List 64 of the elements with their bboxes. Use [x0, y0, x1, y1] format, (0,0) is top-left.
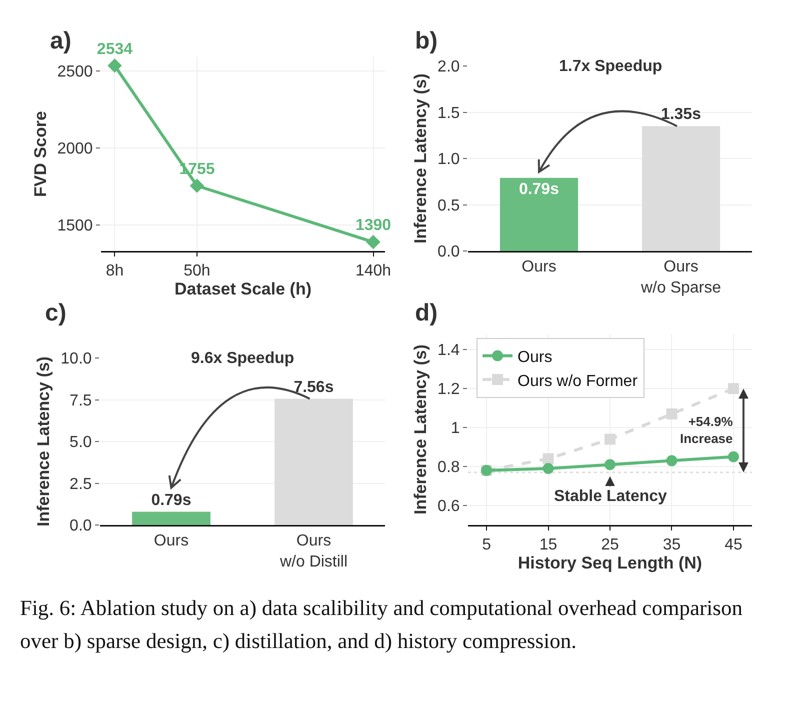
point: [604, 459, 616, 470]
x-tick-label: 8h: [106, 262, 124, 280]
annotation: Stable Latency: [554, 488, 668, 505]
x-axis-title: Dataset Scale (h): [174, 280, 312, 299]
data-label: 2534: [96, 40, 133, 58]
point: [728, 451, 739, 462]
point: [666, 455, 678, 466]
x-tick-label: Ours w/o Sparse: [640, 258, 722, 296]
x-tick-label: 5: [482, 536, 492, 554]
legend-label: Ours w/o Former: [518, 372, 638, 390]
legend-label: Ours: [518, 348, 552, 366]
caption: Fig. 6: Ablation study on a) data scalibility and computational overhead comparison over b) sparse design, c) distillation, and d) history compression.: [20, 595, 744, 655]
data-label: 1.35s: [660, 106, 702, 124]
y-tick-label: 2000: [57, 140, 93, 158]
y-tick-label: 10.0: [60, 350, 92, 368]
y-tick-label: 5.0: [70, 434, 92, 452]
annotation: 1.7x Speedup: [559, 58, 662, 75]
data-label: 0.79s: [518, 180, 560, 198]
y-tick-label: 0.5: [438, 197, 460, 214]
y-tick-label: 7.5: [70, 392, 92, 410]
y-tick-label: 1.0: [438, 151, 460, 168]
chart-title: c): [45, 299, 66, 326]
y-tick-label: 0.0: [438, 244, 460, 261]
y-tick-label: 2.5: [70, 476, 92, 493]
x-tick-label: 35: [662, 536, 681, 554]
x-tick-label: Ours: [154, 532, 189, 550]
y-tick-label: 0.0: [70, 518, 92, 535]
point: [108, 58, 122, 73]
y-tick-label: 0.6: [438, 498, 460, 516]
y-tick-label: 0.8: [438, 459, 460, 476]
annotation: +54.9% Increase: [680, 414, 734, 446]
y-tick-label: 1.2: [438, 381, 460, 398]
data-label: 1390: [355, 217, 392, 234]
x-tick-label: Ours: [522, 258, 556, 276]
y-axis-title: Inference Latency (s): [411, 73, 430, 244]
y-axis-title: FVD Score: [30, 111, 50, 197]
x-axis-title: History Seq Length (N): [518, 554, 702, 573]
data-label: 0.79s: [151, 492, 192, 509]
y-tick-label: 1: [450, 420, 460, 438]
point: [604, 434, 616, 445]
y-tick-label: 1500: [57, 218, 93, 235]
x-tick-label: 25: [601, 536, 619, 554]
x-tick-label: 50h: [184, 262, 210, 280]
y-tick-label: 1.5: [438, 104, 460, 122]
y-tick-label: 1.4: [438, 342, 460, 360]
point: [366, 234, 380, 250]
point: [542, 462, 554, 474]
x-tick-label: Ours w/o Distill: [278, 532, 348, 570]
y-tick-label: 2500: [57, 63, 93, 80]
point: [542, 453, 554, 464]
data-label: 7.56s: [294, 378, 334, 396]
chart-title: d): [415, 299, 438, 326]
y-axis-title: Inference Latency (s): [34, 356, 54, 527]
y-axis-title: Inference Latency (s): [411, 344, 430, 515]
chart-title: b): [415, 27, 438, 54]
x-tick-label: 140h: [355, 262, 392, 280]
y-tick-label: 2.0: [438, 58, 460, 76]
point: [728, 383, 739, 394]
annotation: 9.6x Speedup: [191, 350, 294, 367]
point: [190, 178, 204, 193]
point: [666, 408, 678, 420]
chart-title: a): [50, 27, 72, 54]
x-tick-label: 15: [539, 536, 558, 554]
x-tick-label: 45: [724, 536, 742, 554]
